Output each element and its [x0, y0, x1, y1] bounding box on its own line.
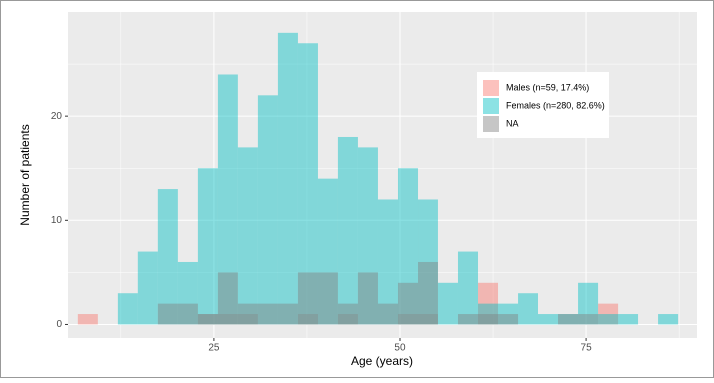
bar: [157, 303, 178, 325]
bar: [598, 314, 619, 325]
bar: [217, 272, 238, 325]
bar: [297, 272, 318, 325]
bar: [498, 303, 519, 325]
bar: [237, 303, 258, 325]
bar: [478, 282, 499, 325]
bar: [257, 303, 278, 325]
bar: [317, 272, 338, 325]
bar: [418, 314, 438, 325]
bar: [337, 314, 358, 325]
bar: [377, 303, 398, 325]
bar: [337, 303, 358, 325]
bar: [257, 95, 278, 325]
bar: [377, 199, 398, 325]
bar: [397, 168, 419, 325]
x-tick-label: 75: [581, 343, 593, 354]
legend-label: Females (n=280, 82.6%): [506, 100, 605, 110]
bar: [397, 314, 419, 325]
y-tick-label: 20: [51, 111, 63, 122]
bar: [237, 314, 258, 325]
bar: [157, 189, 178, 325]
bar: [658, 314, 679, 325]
bar: [277, 32, 298, 325]
bar: [518, 293, 539, 325]
bar: [457, 314, 479, 325]
bar: [197, 168, 218, 325]
legend-swatch: [483, 98, 499, 114]
bar: [538, 314, 559, 325]
bar: [397, 282, 419, 325]
bar: [117, 293, 138, 325]
y-tick-label: 0: [56, 319, 62, 330]
x-tick-label: 50: [394, 343, 406, 354]
bar: [177, 261, 198, 325]
bar: [337, 136, 358, 325]
legend-swatch: [483, 80, 499, 96]
bar: [478, 314, 499, 325]
bar: [197, 314, 218, 325]
bar: [297, 314, 318, 325]
bar: [77, 314, 98, 325]
bar: [357, 147, 378, 325]
bar: [177, 303, 198, 325]
panel: [68, 12, 697, 338]
bar: [418, 199, 438, 325]
bar: [478, 303, 499, 325]
x-tick-label: 25: [208, 343, 220, 354]
bar: [137, 251, 158, 325]
x-axis-title: Age (years): [351, 354, 413, 368]
bar: [558, 314, 579, 325]
bar: [317, 178, 338, 325]
bar: [217, 74, 238, 325]
bar: [498, 314, 519, 325]
bar: [418, 261, 438, 325]
legend-swatch: [483, 116, 499, 132]
y-axis-title: Number of patients: [18, 124, 32, 225]
legend-label: Males (n=59, 17.4%): [506, 82, 589, 92]
bar: [237, 147, 258, 325]
bar: [578, 282, 599, 325]
bar: [618, 314, 639, 325]
bar: [457, 251, 479, 325]
bar: [437, 282, 458, 325]
bar: [277, 303, 298, 325]
bar: [357, 272, 378, 325]
bar: [598, 303, 619, 325]
legend-label: NA: [506, 118, 519, 128]
bar: [558, 314, 579, 325]
bar: [197, 314, 218, 325]
bar: [578, 314, 599, 325]
legend: [477, 72, 609, 138]
bar: [217, 314, 238, 325]
y-tick-label: 10: [51, 215, 63, 226]
bar: [297, 43, 318, 325]
